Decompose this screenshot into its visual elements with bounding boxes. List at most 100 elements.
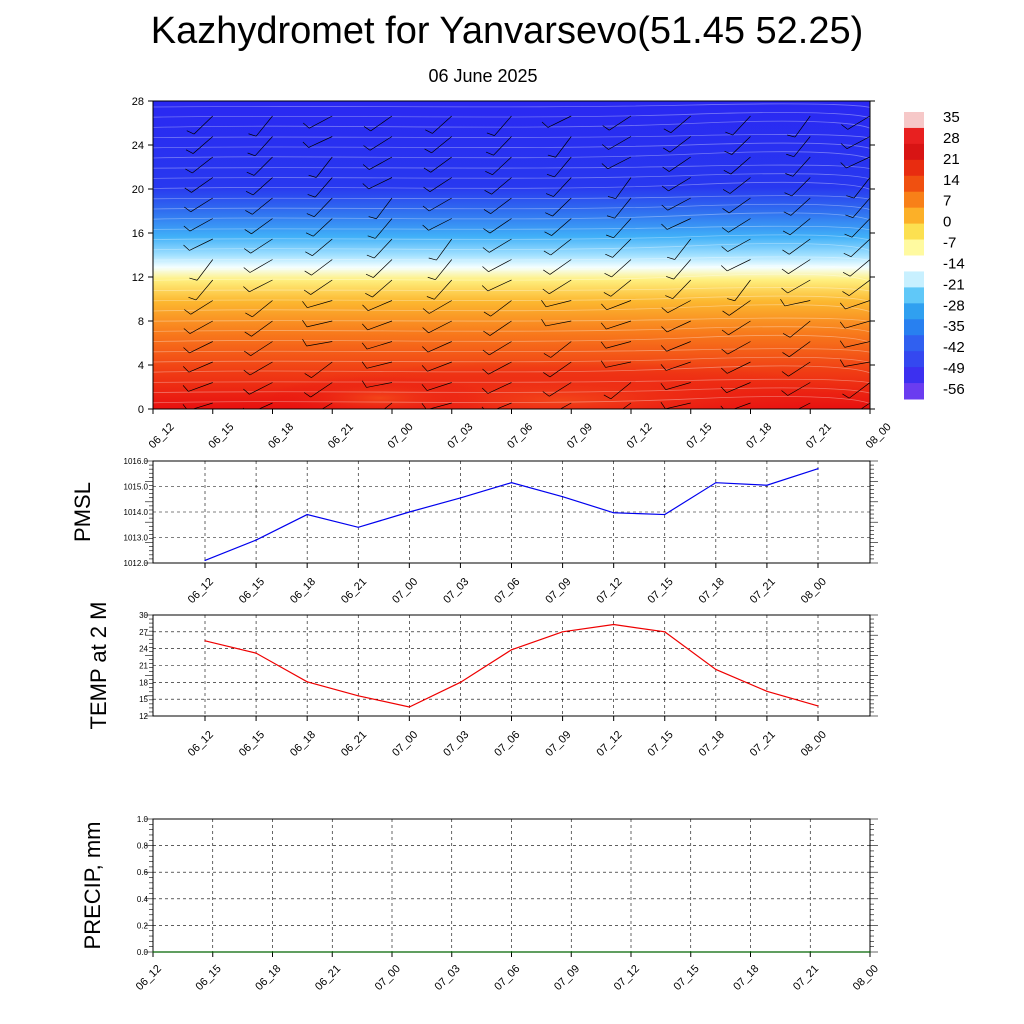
wind-barb-flag [839, 321, 846, 329]
contour-line [153, 164, 870, 169]
y-tick-label: 28 [132, 96, 144, 108]
wind-barb-flag [846, 195, 855, 199]
wind-barb-flag [545, 212, 553, 217]
wind-barb-flag [185, 168, 193, 174]
wind-barb [153, 116, 154, 117]
contour-line [153, 120, 870, 129]
wind-barb [607, 156, 632, 170]
wind-barb [849, 279, 870, 296]
wind-barb-flag [542, 410, 548, 415]
y-tick-label: 4 [138, 360, 144, 372]
colorbar-label: 28 [943, 130, 960, 147]
y-tick-label: 1015.0 [124, 483, 149, 492]
wind-barb-flag [305, 232, 314, 237]
colorbar-label: -56 [943, 381, 965, 398]
x-tick-label: 07_21 [804, 421, 834, 451]
wind-barb [554, 156, 572, 178]
wind-barb-flag [603, 414, 610, 418]
data-point [869, 951, 871, 953]
colorbar-swatch [904, 239, 924, 256]
wind-barb-flag [722, 310, 730, 316]
wind-barb [310, 279, 333, 295]
contour-line [153, 195, 870, 200]
wind-barb [435, 259, 453, 280]
wind-barb [307, 300, 333, 309]
wind-barb-flag [481, 285, 489, 292]
wind-barb-flag [842, 393, 850, 399]
wind-barb-flag [660, 364, 667, 371]
contour-line [153, 273, 870, 282]
y-tick-label: 18 [139, 678, 148, 687]
wind-barb-flag [362, 304, 369, 311]
wind-barb [492, 156, 512, 175]
wind-barb [791, 177, 811, 197]
wind-barb-flag [426, 296, 435, 300]
wind-barb [193, 115, 213, 135]
wind-barb-flag [304, 373, 312, 378]
wind-barb [487, 382, 512, 394]
chart-subtitle: 06 June 2025 [428, 66, 538, 86]
wind-barb [555, 136, 572, 158]
wind-barb [852, 197, 870, 218]
wind-barb-flag [304, 270, 312, 276]
colorbar-swatch [904, 383, 924, 400]
wind-barb [367, 300, 393, 311]
wind-barb-flag [782, 333, 791, 338]
wind-barb [792, 156, 811, 177]
wind-barb [729, 197, 751, 214]
y-tick-label: 1014.0 [124, 508, 149, 517]
wind-barb [251, 218, 273, 235]
wind-barb [849, 382, 870, 399]
contour-line [153, 317, 870, 322]
wind-barb [666, 361, 691, 371]
y-axis-title: PMSL [70, 482, 95, 542]
wind-barb [249, 279, 273, 293]
colorbar-swatch [904, 159, 924, 177]
wind-barb-flag [483, 311, 491, 317]
x-tick-label: 06_21 [313, 963, 343, 993]
wind-barb [850, 238, 870, 257]
wind-barb-flag [543, 250, 551, 256]
wind-barb [729, 300, 751, 316]
wind-barb-flag [123, 344, 128, 350]
x-tick-label: 07_06 [492, 576, 522, 606]
wind-barb [667, 218, 691, 230]
wind-barb-flag [661, 326, 668, 333]
x-tick-label: 07_12 [612, 963, 642, 993]
wind-barb [665, 402, 691, 409]
wind-barb-flag [546, 174, 555, 178]
x-tick-label: 06_21 [326, 421, 356, 451]
wind-barb [727, 238, 751, 252]
wind-barb-flag [183, 328, 191, 334]
x-tick-label: 07_15 [672, 963, 702, 993]
wind-barb-flag [721, 367, 728, 374]
y-tick-label: 0.2 [137, 921, 149, 930]
wind-barb-flag [184, 206, 191, 213]
colorbar-swatch [904, 255, 924, 272]
wind-barb-flag [423, 186, 431, 192]
wind-barb-flag [781, 287, 788, 294]
wind-barb-flag [482, 266, 489, 272]
wind-barb-flag [607, 196, 616, 199]
wind-barb-flag [781, 409, 787, 414]
wind-barb-flag [483, 330, 491, 336]
wind-barb [489, 341, 512, 356]
wind-barb [370, 115, 393, 132]
pmsl-panel: 1012.0 1013.0 1014.0 1015.0 1016.0 06_12 06_15… [70, 457, 878, 606]
wind-barb-flag [606, 215, 615, 219]
colorbar-label: -35 [943, 318, 965, 335]
wind-barb [674, 238, 692, 260]
wind-barb [789, 320, 811, 338]
x-tick-label: 06_12 [134, 963, 164, 993]
wind-barb-flag [666, 276, 674, 280]
data-point [391, 951, 393, 953]
x-tick-label: 07_15 [646, 576, 676, 606]
colorbar-swatch [904, 127, 924, 145]
y-tick-label: 1.0 [137, 815, 149, 824]
wind-barb-flag [605, 234, 614, 239]
wind-barb-flag [482, 247, 490, 253]
wind-barb-flag [125, 146, 132, 151]
wind-barb [436, 238, 453, 261]
wind-barb [153, 382, 154, 383]
